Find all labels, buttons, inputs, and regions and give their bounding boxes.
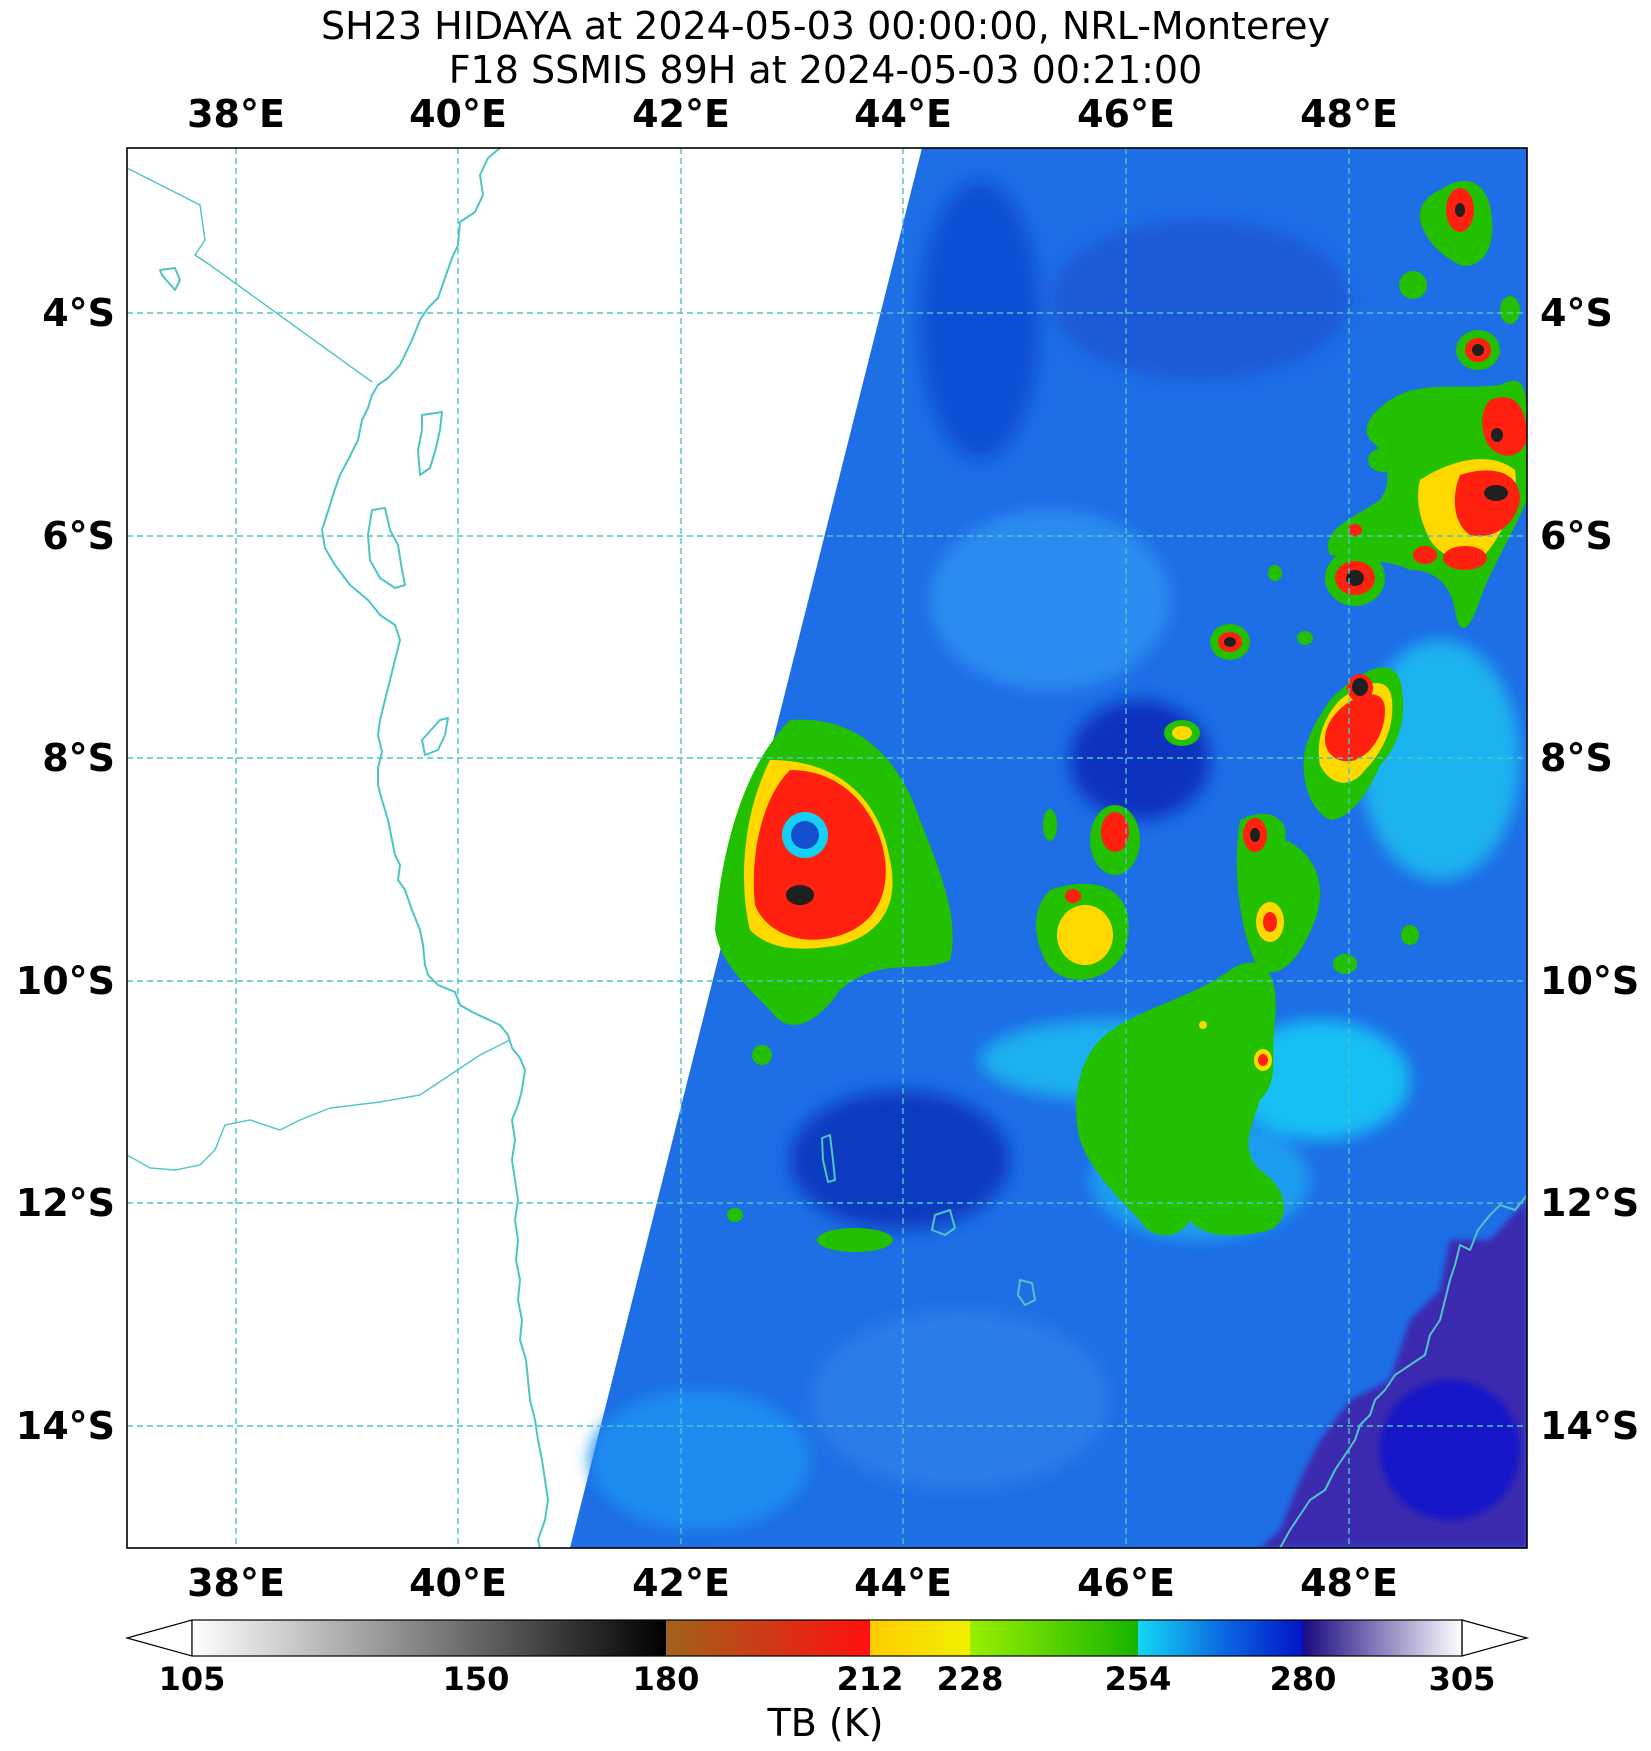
cell-49E-4-3S bbox=[1456, 330, 1500, 370]
figure-title-line1: SH23 HIDAYA at 2024-05-03 00:00:00, NRL-… bbox=[321, 4, 1330, 48]
comoros-anjouan bbox=[931, 1209, 956, 1236]
lat-label-right-6: 6°S bbox=[1540, 514, 1613, 558]
cell-small-2 bbox=[1500, 296, 1520, 324]
lat-label-left-8: 8°S bbox=[42, 736, 115, 780]
cell-small-5 bbox=[1333, 954, 1357, 974]
colorbar-tick-228: 228 bbox=[936, 1660, 1004, 1698]
land-warm-core bbox=[1380, 1380, 1520, 1520]
lon-label-top-40: 40°E bbox=[409, 92, 507, 136]
cell-small-3-core bbox=[1172, 726, 1192, 740]
mafia-island bbox=[421, 717, 449, 756]
madagascar-coast bbox=[1279, 1194, 1527, 1548]
colorbar-tick-280: 280 bbox=[1269, 1660, 1337, 1698]
figure-title-line2: F18 SSMIS 89H at 2024-05-03 00:21:00 bbox=[448, 48, 1203, 92]
comoros-grande-comore bbox=[821, 1134, 836, 1183]
lon-label-top-46: 46°E bbox=[1077, 92, 1175, 136]
cell-47E-7S bbox=[1210, 624, 1250, 660]
colorbar-frame bbox=[191, 1619, 1463, 1657]
colorbar-seg-purple bbox=[1303, 1620, 1462, 1656]
lon-label-bottom-48: 48°E bbox=[1300, 1561, 1398, 1605]
cell-small-7 bbox=[1268, 565, 1282, 581]
lon-label-top-38: 38°E bbox=[187, 92, 285, 136]
colorbar-tick-150: 150 bbox=[442, 1660, 510, 1698]
cell-49E-3S bbox=[1419, 181, 1493, 266]
colorbar-tick-254: 254 bbox=[1104, 1660, 1172, 1698]
convection-cells bbox=[715, 181, 1527, 1252]
lon-label-bottom-38: 38°E bbox=[187, 1561, 285, 1605]
coastlines bbox=[159, 148, 1527, 1548]
cell-47-2E-8-7S bbox=[1236, 813, 1321, 973]
cell-46E-8-6S bbox=[1090, 805, 1140, 875]
colorbar-title: TB (K) bbox=[767, 1701, 884, 1745]
lon-label-bottom-40: 40°E bbox=[409, 1561, 507, 1605]
colorbar-seg-blue bbox=[1138, 1620, 1303, 1656]
colorbar bbox=[124, 1619, 1530, 1657]
lon-label-bottom-44: 44°E bbox=[854, 1561, 952, 1605]
colorbar-seg-gray bbox=[192, 1620, 666, 1656]
colorbar-seg-red bbox=[666, 1620, 870, 1656]
cell-small-4 bbox=[1043, 809, 1057, 841]
cell-small-10 bbox=[727, 1208, 743, 1222]
lat-label-left-14: 14°S bbox=[15, 1404, 115, 1448]
lat-label-right-8: 8°S bbox=[1540, 736, 1613, 780]
map-frame bbox=[126, 147, 1528, 1549]
east-africa-coastline bbox=[321, 148, 549, 1548]
lat-label-right-10: 10°S bbox=[1540, 959, 1640, 1003]
cell-small-11 bbox=[752, 1045, 772, 1065]
cell-48E-7-5S bbox=[1303, 667, 1404, 820]
lat-label-right-4: 4°S bbox=[1540, 291, 1613, 335]
lon-label-bottom-46: 46°E bbox=[1077, 1561, 1175, 1605]
lon-label-top-48: 48°E bbox=[1300, 92, 1398, 136]
cell-small-12 bbox=[1368, 448, 1398, 472]
lat-label-right-12: 12°S bbox=[1540, 1181, 1640, 1225]
colorbar-seg-yellow bbox=[870, 1620, 970, 1656]
gridlines bbox=[127, 148, 1527, 1548]
cell-small-6 bbox=[1401, 925, 1419, 945]
colorbar-tick-305: 305 bbox=[1428, 1660, 1496, 1698]
map-area bbox=[127, 148, 1527, 1548]
mayotte bbox=[1017, 1279, 1036, 1306]
tanzania-mozambique-border bbox=[127, 1039, 511, 1171]
zanzibar-island bbox=[367, 507, 406, 589]
colorbar-max-extend bbox=[1461, 1619, 1530, 1657]
colorbar-tick-180: 180 bbox=[632, 1660, 700, 1698]
lat-label-left-10: 10°S bbox=[15, 959, 115, 1003]
pemba-island bbox=[417, 411, 443, 476]
lon-label-top-42: 42°E bbox=[632, 92, 730, 136]
lat-label-right-14: 14°S bbox=[1540, 1404, 1640, 1448]
kenya-tanzania-border bbox=[127, 167, 373, 383]
colorbar-tick-105: 105 bbox=[158, 1660, 226, 1698]
lake-victoria-shore bbox=[159, 267, 181, 291]
lon-label-top-44: 44°E bbox=[854, 92, 952, 136]
cell-small-1 bbox=[1399, 271, 1427, 299]
borders bbox=[127, 167, 511, 1171]
lon-label-bottom-42: 42°E bbox=[632, 1561, 730, 1605]
lat-label-left-12: 12°S bbox=[15, 1181, 115, 1225]
colorbar-tick-212: 212 bbox=[836, 1660, 904, 1698]
cell-southern-mass bbox=[1076, 962, 1284, 1236]
colorbar-min-extend bbox=[124, 1619, 193, 1657]
cell-small-9 bbox=[817, 1228, 893, 1252]
cell-45-5E-9-5S bbox=[1035, 883, 1129, 980]
colorbar-seg-green bbox=[970, 1620, 1138, 1656]
hidaya-core bbox=[715, 719, 953, 1025]
lat-label-left-4: 4°S bbox=[42, 291, 115, 335]
lat-label-left-6: 6°S bbox=[42, 514, 115, 558]
cell-small-8 bbox=[1297, 631, 1313, 645]
